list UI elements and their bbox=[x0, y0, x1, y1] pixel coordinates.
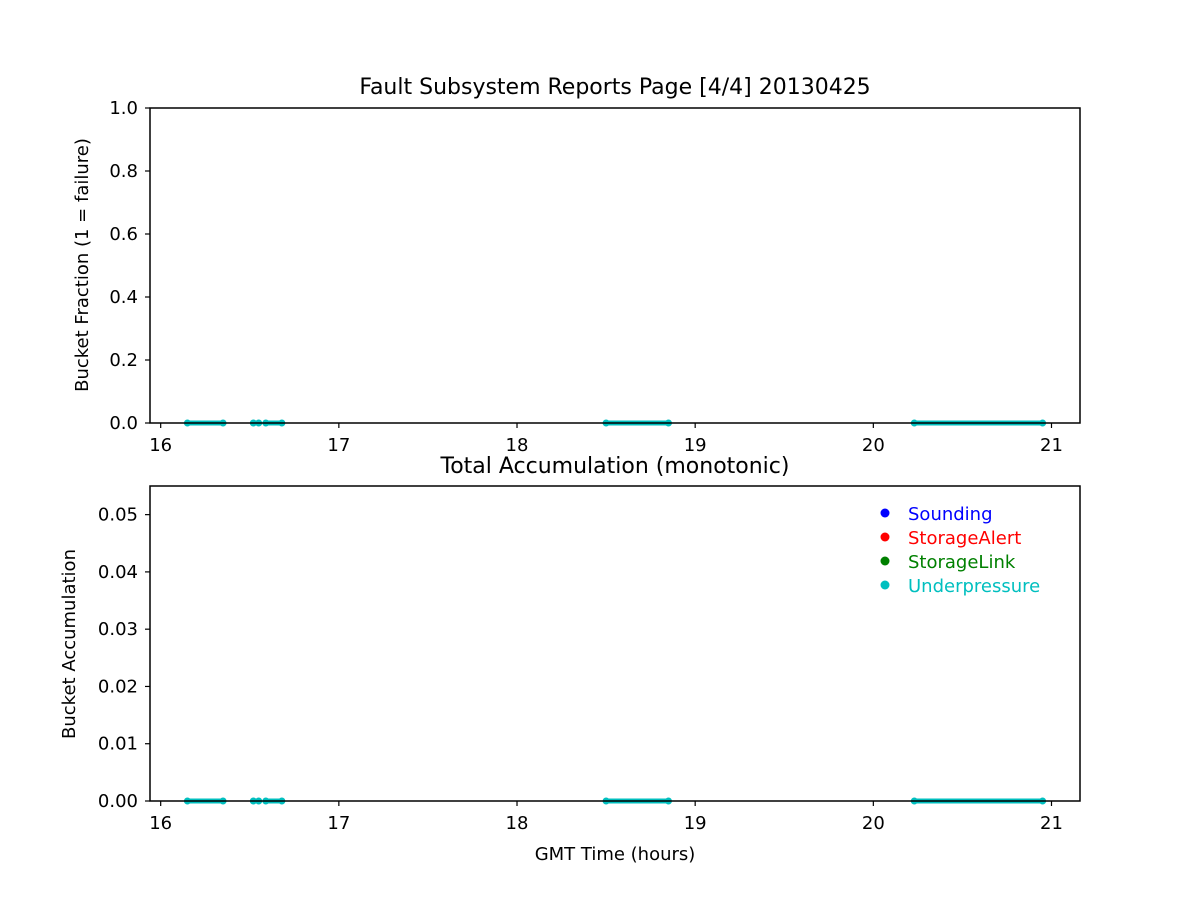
fraction-x-tick-label: 21 bbox=[1040, 435, 1063, 456]
accumulation-y-tick-label: 0.05 bbox=[98, 505, 138, 526]
accumulation-y-tick-label: 0.03 bbox=[98, 619, 138, 640]
legend-label-sounding: Sounding bbox=[908, 504, 993, 525]
accumulation-plot-frame bbox=[149, 485, 1081, 802]
fraction-y-tick-label: 0.4 bbox=[109, 287, 138, 308]
accumulation-y-tick-label: 0.04 bbox=[98, 562, 138, 583]
legend-marker-sounding bbox=[880, 508, 890, 518]
legend: Sounding StorageAlert StorageLink Underpres… bbox=[880, 504, 1040, 597]
legend-marker-storagealert bbox=[880, 532, 890, 542]
x-axis-label: GMT Time (hours) bbox=[535, 844, 696, 865]
accumulation-y-tick-label: 0.01 bbox=[98, 734, 138, 755]
accumulation-x-tick-label: 19 bbox=[684, 813, 707, 834]
accumulation-y-tick-label: 0.00 bbox=[98, 791, 138, 812]
fraction-x-tick-label: 17 bbox=[327, 435, 350, 456]
fraction-y-axis-label: Bucket Fraction (1 = failure) bbox=[72, 138, 93, 392]
legend-marker-underpressure bbox=[880, 580, 890, 590]
fraction-ticks: 16 17 18 19 20 21 0.0 0.2 0.4 0.6 0.8 1.0 bbox=[109, 98, 1063, 456]
legend-marker-storagelink bbox=[880, 556, 890, 566]
fraction-x-tick-label: 16 bbox=[149, 435, 172, 456]
fraction-panel: Fault Subsystem Reports Page [4/4] 20130… bbox=[72, 75, 1081, 456]
fraction-plot-frame bbox=[149, 107, 1081, 424]
accumulation-ticks: 16 17 18 19 20 21 0.00 0.01 0.02 0.03 0.04 0.05 bbox=[98, 505, 1063, 834]
accumulation-x-tick-label: 20 bbox=[862, 813, 885, 834]
fraction-y-tick-label: 0.0 bbox=[109, 413, 138, 434]
accumulation-y-tick-label: 0.02 bbox=[98, 676, 138, 697]
accumulation-x-tick-label: 16 bbox=[149, 813, 172, 834]
fraction-y-tick-label: 0.8 bbox=[109, 161, 138, 182]
fraction-x-tick-label: 18 bbox=[506, 435, 529, 456]
accumulation-y-axis-label: Bucket Accumulation bbox=[59, 549, 80, 739]
accumulation-x-tick-label: 21 bbox=[1040, 813, 1063, 834]
fraction-panel-title: Fault Subsystem Reports Page [4/4] 20130… bbox=[359, 75, 870, 100]
fraction-x-tick-label: 19 bbox=[684, 435, 707, 456]
fraction-y-tick-label: 0.2 bbox=[109, 350, 138, 371]
accumulation-panel-title: Total Accumulation (monotonic) bbox=[440, 454, 790, 479]
legend-label-storagelink: StorageLink bbox=[908, 552, 1016, 573]
accumulation-x-tick-label: 17 bbox=[327, 813, 350, 834]
legend-label-underpressure: Underpressure bbox=[908, 576, 1040, 597]
fraction-x-tick-label: 20 bbox=[862, 435, 885, 456]
fraction-y-tick-label: 1.0 bbox=[109, 98, 138, 119]
legend-label-storagealert: StorageAlert bbox=[908, 528, 1021, 549]
accumulation-x-tick-label: 18 bbox=[506, 813, 529, 834]
fraction-y-tick-label: 0.6 bbox=[109, 224, 138, 245]
accumulation-panel: Total Accumulation (monotonic) Bucket Ac… bbox=[59, 454, 1081, 865]
